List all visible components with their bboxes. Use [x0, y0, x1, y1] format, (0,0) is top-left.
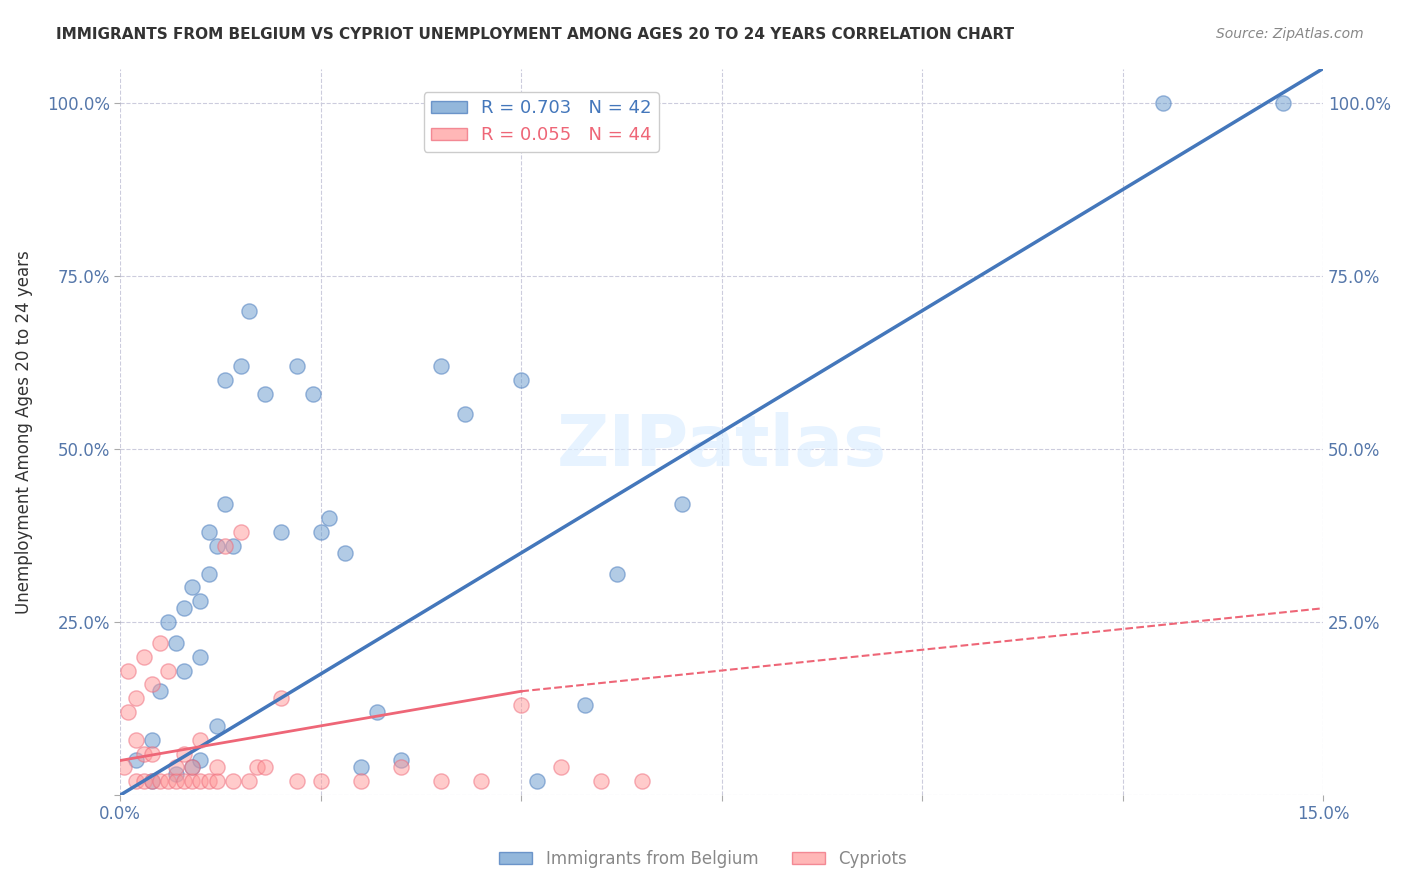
Point — [173, 664, 195, 678]
Point — [285, 359, 308, 373]
Point — [350, 774, 373, 789]
Point — [149, 636, 172, 650]
Point — [181, 760, 204, 774]
Point — [173, 774, 195, 789]
Point — [190, 732, 212, 747]
Point — [173, 747, 195, 761]
Point — [253, 760, 276, 774]
Point — [181, 774, 204, 789]
Point — [141, 774, 163, 789]
Point — [630, 774, 652, 789]
Point — [606, 566, 628, 581]
Point — [470, 774, 492, 789]
Point — [190, 754, 212, 768]
Point — [197, 525, 219, 540]
Point — [1152, 96, 1174, 111]
Point — [165, 760, 187, 774]
Point — [173, 601, 195, 615]
Point — [671, 498, 693, 512]
Point — [333, 546, 356, 560]
Point — [350, 760, 373, 774]
Point — [253, 386, 276, 401]
Point — [149, 774, 172, 789]
Point — [141, 732, 163, 747]
Text: Source: ZipAtlas.com: Source: ZipAtlas.com — [1216, 27, 1364, 41]
Point — [141, 747, 163, 761]
Point — [238, 303, 260, 318]
Point — [205, 539, 228, 553]
Point — [134, 774, 156, 789]
Point — [318, 511, 340, 525]
Point — [229, 359, 252, 373]
Point — [197, 566, 219, 581]
Point — [1272, 96, 1295, 111]
Point — [238, 774, 260, 789]
Point — [221, 539, 243, 553]
Point — [270, 691, 292, 706]
Point — [117, 705, 139, 719]
Point — [214, 539, 236, 553]
Point — [454, 408, 477, 422]
Point — [141, 774, 163, 789]
Point — [214, 498, 236, 512]
Point — [125, 732, 148, 747]
Point — [134, 649, 156, 664]
Y-axis label: Unemployment Among Ages 20 to 24 years: Unemployment Among Ages 20 to 24 years — [15, 250, 32, 614]
Point — [141, 677, 163, 691]
Point — [125, 754, 148, 768]
Point — [221, 774, 243, 789]
Point — [430, 774, 453, 789]
Point — [270, 525, 292, 540]
Point — [309, 774, 332, 789]
Point — [246, 760, 269, 774]
Legend: Immigrants from Belgium, Cypriots: Immigrants from Belgium, Cypriots — [492, 844, 914, 875]
Point — [389, 760, 412, 774]
Point — [190, 774, 212, 789]
Point — [157, 615, 180, 629]
Text: ZIPatlas: ZIPatlas — [557, 412, 887, 481]
Point — [165, 774, 187, 789]
Point — [205, 774, 228, 789]
Point — [510, 373, 533, 387]
Point — [190, 594, 212, 608]
Point — [205, 719, 228, 733]
Point — [181, 581, 204, 595]
Point — [389, 754, 412, 768]
Point — [149, 684, 172, 698]
Point — [591, 774, 613, 789]
Point — [125, 691, 148, 706]
Point — [157, 664, 180, 678]
Point — [366, 705, 388, 719]
Point — [165, 636, 187, 650]
Point — [574, 698, 596, 712]
Point — [285, 774, 308, 789]
Point — [309, 525, 332, 540]
Point — [125, 774, 148, 789]
Point — [229, 525, 252, 540]
Point — [301, 386, 323, 401]
Point — [430, 359, 453, 373]
Point — [526, 774, 548, 789]
Point — [205, 760, 228, 774]
Point — [112, 760, 135, 774]
Point — [214, 373, 236, 387]
Point — [550, 760, 572, 774]
Point — [117, 664, 139, 678]
Point — [134, 747, 156, 761]
Point — [165, 767, 187, 781]
Point — [197, 774, 219, 789]
Point — [181, 760, 204, 774]
Point — [190, 649, 212, 664]
Point — [510, 698, 533, 712]
Legend: R = 0.703   N = 42, R = 0.055   N = 44: R = 0.703 N = 42, R = 0.055 N = 44 — [423, 92, 659, 152]
Point — [157, 774, 180, 789]
Text: IMMIGRANTS FROM BELGIUM VS CYPRIOT UNEMPLOYMENT AMONG AGES 20 TO 24 YEARS CORREL: IMMIGRANTS FROM BELGIUM VS CYPRIOT UNEMP… — [56, 27, 1014, 42]
